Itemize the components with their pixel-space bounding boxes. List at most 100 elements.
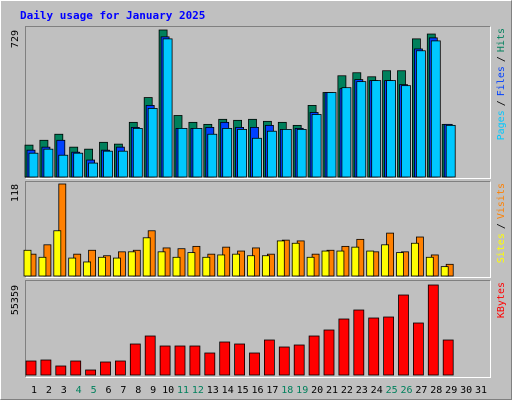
- bar: [323, 329, 335, 376]
- bar: [427, 284, 439, 376]
- bar: [38, 256, 47, 277]
- bar: [23, 249, 32, 277]
- legend-entry: Sites: [496, 233, 507, 263]
- bar: [113, 257, 121, 277]
- bar: [55, 365, 67, 376]
- bar: [25, 360, 37, 376]
- bar: [232, 253, 241, 277]
- bar: [368, 317, 380, 376]
- bar: [219, 341, 231, 376]
- bar: [445, 124, 456, 178]
- bar: [266, 130, 277, 178]
- x-tick-label: 20: [311, 385, 323, 396]
- x-tick-label: 17: [266, 385, 278, 396]
- x-tick-label: 18: [281, 385, 293, 396]
- frame-light: [25, 26, 491, 179]
- bar: [296, 129, 307, 178]
- bar: [351, 246, 360, 277]
- legend: Pages / Files / Hits: [496, 28, 507, 140]
- bar: [410, 242, 419, 277]
- x-tick-label: 7: [120, 385, 126, 396]
- bar: [306, 256, 315, 277]
- bar: [252, 137, 262, 178]
- legend-entry: Pages: [496, 110, 507, 140]
- bar: [247, 255, 255, 277]
- legend-entry: Files: [496, 66, 507, 96]
- bar: [177, 128, 188, 178]
- bar: [207, 133, 218, 178]
- x-tick-label: 1: [31, 385, 37, 396]
- bar: [381, 244, 390, 277]
- bar: [58, 183, 67, 277]
- legend-separator: /: [496, 223, 507, 229]
- x-tick-label: 16: [251, 385, 263, 396]
- bar: [430, 40, 441, 178]
- legend: KBytes: [496, 282, 507, 318]
- bar: [174, 345, 186, 376]
- bar: [187, 252, 196, 277]
- bar: [127, 251, 136, 277]
- legend-separator: /: [496, 100, 507, 106]
- bar: [159, 345, 171, 376]
- bar: [396, 252, 404, 277]
- x-tick-label: 6: [105, 385, 111, 396]
- x-tick-label: 4: [76, 385, 82, 396]
- bar: [383, 316, 395, 376]
- bar: [88, 162, 98, 178]
- chart-title: Daily usage for January 2025: [20, 9, 205, 22]
- x-tick-label: 15: [237, 385, 249, 396]
- bar: [217, 254, 226, 277]
- bar: [442, 339, 454, 376]
- bar: [425, 256, 434, 277]
- x-tick-label: 23: [356, 385, 368, 396]
- bar: [28, 152, 39, 178]
- frame-dark: [25, 26, 491, 179]
- bar: [129, 343, 141, 376]
- bar: [118, 150, 128, 178]
- x-tick-label: 29: [445, 385, 457, 396]
- x-tick-label: 8: [135, 385, 141, 396]
- x-tick-label: 14: [222, 385, 234, 396]
- bar: [261, 255, 270, 277]
- bar: [338, 318, 350, 376]
- bar: [308, 335, 320, 376]
- bar: [341, 87, 352, 178]
- x-tick-label: 9: [150, 385, 156, 396]
- bar: [70, 360, 82, 376]
- x-tick-label: 13: [207, 385, 219, 396]
- bar: [98, 256, 106, 277]
- frame-dark: [25, 280, 491, 378]
- bar: [401, 85, 411, 178]
- x-tick-label: 10: [162, 385, 174, 396]
- x-tick-label: 21: [326, 385, 338, 396]
- bar: [440, 266, 449, 277]
- legend-separator: /: [496, 56, 507, 62]
- bar: [336, 250, 345, 277]
- bar: [142, 237, 151, 277]
- frame-light: [25, 181, 491, 278]
- bar: [371, 80, 382, 178]
- bar: [147, 108, 158, 178]
- bar: [202, 256, 211, 277]
- x-tick-label: 12: [192, 385, 204, 396]
- x-tick-label: 19: [296, 385, 308, 396]
- bar: [83, 261, 91, 277]
- x-tick-label: 26: [400, 385, 412, 396]
- x-tick-label: 28: [430, 385, 442, 396]
- bar: [356, 81, 367, 178]
- bar: [321, 250, 330, 277]
- bar: [326, 92, 337, 178]
- bar: [73, 152, 84, 178]
- bar: [415, 50, 426, 178]
- bar: [204, 352, 216, 376]
- x-tick-label: 24: [371, 385, 383, 396]
- bar: [237, 129, 248, 178]
- bar: [311, 114, 322, 178]
- bar: [222, 128, 233, 178]
- x-tick-label: 31: [475, 385, 487, 396]
- x-tick-label: 25: [386, 385, 398, 396]
- bar: [132, 128, 143, 178]
- bar: [144, 335, 156, 376]
